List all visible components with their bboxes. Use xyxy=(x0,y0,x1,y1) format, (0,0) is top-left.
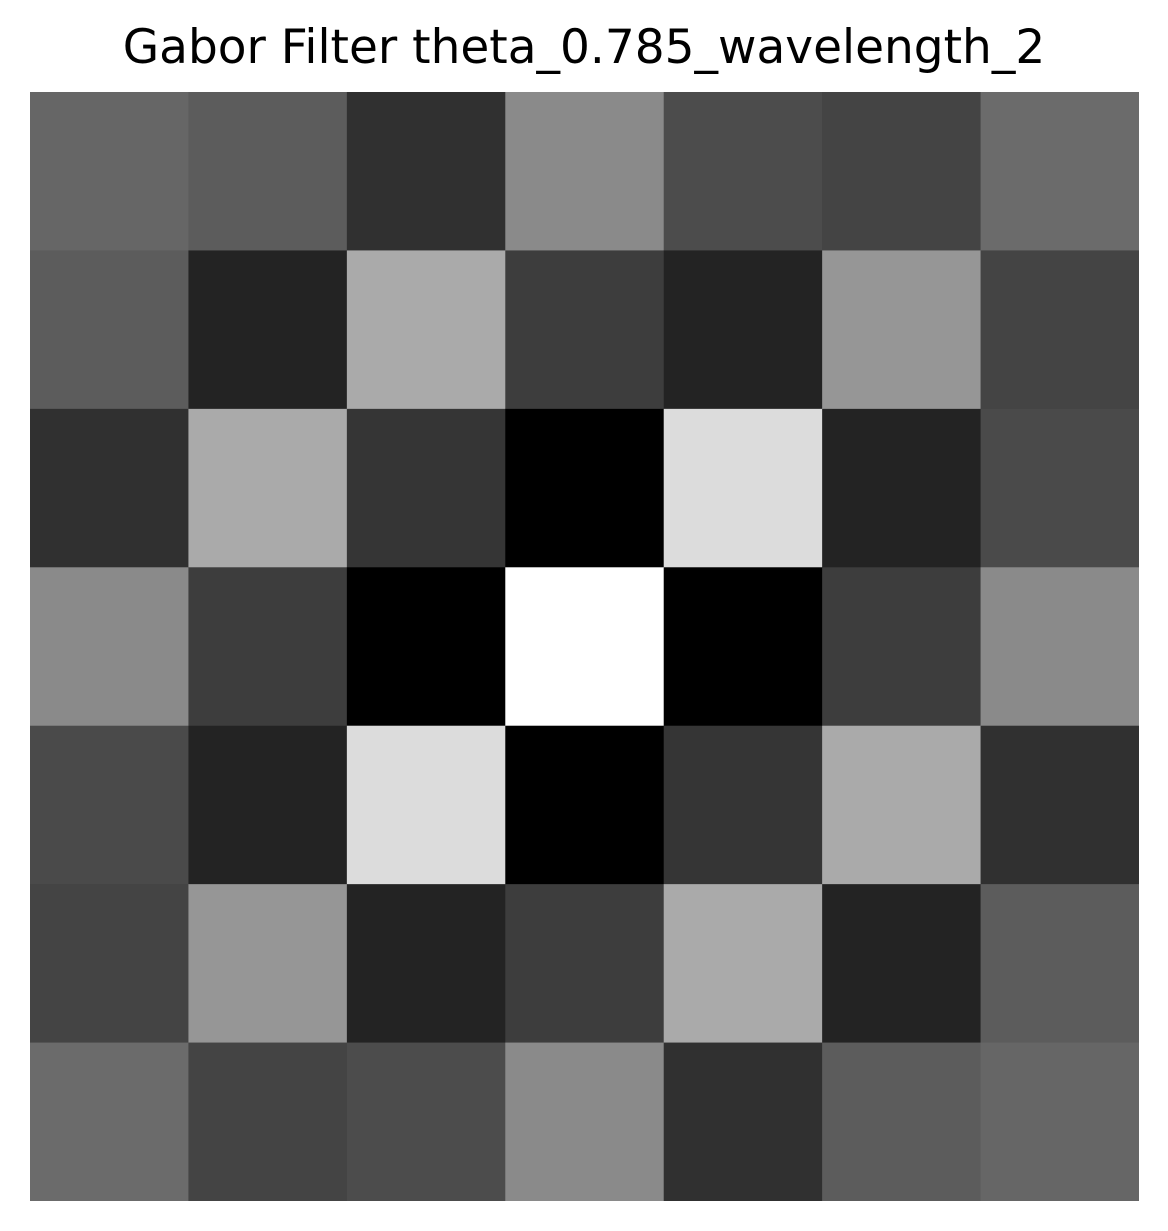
heatmap-cell-r4-c0 xyxy=(30,725,190,885)
heatmap-cell-r0-c6 xyxy=(980,92,1139,252)
heatmap-cell-r3-c2 xyxy=(346,567,506,727)
heatmap-cell-r5-c5 xyxy=(822,884,982,1044)
heatmap-cell-r4-c3 xyxy=(505,725,665,885)
heatmap-cell-r3-c5 xyxy=(822,567,982,727)
heatmap-cell-r2-c1 xyxy=(188,408,348,568)
heatmap-cell-r4-c4 xyxy=(663,725,823,885)
heatmap-cell-r6-c6 xyxy=(980,1042,1139,1201)
heatmap-cell-r5-c6 xyxy=(980,884,1139,1044)
heatmap-cell-r3-c3 xyxy=(505,567,665,727)
heatmap-cell-r2-c5 xyxy=(822,408,982,568)
heatmap-cell-r5-c0 xyxy=(30,884,190,1044)
heatmap-cell-r6-c1 xyxy=(188,1042,348,1201)
heatmap-cell-r4-c6 xyxy=(980,725,1139,885)
heatmap-cell-r0-c1 xyxy=(188,92,348,252)
heatmap-cell-r2-c0 xyxy=(30,408,190,568)
heatmap-cell-r5-c2 xyxy=(346,884,506,1044)
heatmap-cell-r1-c5 xyxy=(822,250,982,410)
heatmap-plot xyxy=(30,92,1139,1201)
heatmap-cell-r2-c4 xyxy=(663,408,823,568)
heatmap-cell-r2-c3 xyxy=(505,408,665,568)
heatmap-cell-r6-c4 xyxy=(663,1042,823,1201)
heatmap-cell-r4-c2 xyxy=(346,725,506,885)
heatmap-cell-r3-c6 xyxy=(980,567,1139,727)
heatmap-cell-r0-c0 xyxy=(30,92,190,252)
heatmap-cell-r1-c0 xyxy=(30,250,190,410)
heatmap-cell-r1-c6 xyxy=(980,250,1139,410)
heatmap-cell-r5-c3 xyxy=(505,884,665,1044)
heatmap-cell-r5-c4 xyxy=(663,884,823,1044)
heatmap-cell-r3-c1 xyxy=(188,567,348,727)
heatmap-cell-r0-c3 xyxy=(505,92,665,252)
heatmap-cell-r1-c1 xyxy=(188,250,348,410)
heatmap-cell-r6-c2 xyxy=(346,1042,506,1201)
heatmap-cell-r6-c5 xyxy=(822,1042,982,1201)
heatmap-cell-r3-c4 xyxy=(663,567,823,727)
heatmap-cell-r6-c3 xyxy=(505,1042,665,1201)
heatmap-cell-r2-c2 xyxy=(346,408,506,568)
heatmap-cell-r0-c4 xyxy=(663,92,823,252)
heatmap-cell-r1-c4 xyxy=(663,250,823,410)
heatmap-cell-r5-c1 xyxy=(188,884,348,1044)
heatmap-cell-r2-c6 xyxy=(980,408,1139,568)
heatmap-cell-r0-c5 xyxy=(822,92,982,252)
heatmap-cell-r0-c2 xyxy=(346,92,506,252)
heatmap-cell-r4-c1 xyxy=(188,725,348,885)
chart-title: Gabor Filter theta_0.785_wavelength_2 xyxy=(122,20,1046,75)
heatmap-cell-r3-c0 xyxy=(30,567,190,727)
heatmap-cell-r6-c0 xyxy=(30,1042,190,1201)
heatmap-cell-r4-c5 xyxy=(822,725,982,885)
heatmap-cell-r1-c3 xyxy=(505,250,665,410)
heatmap-cell-r1-c2 xyxy=(346,250,506,410)
